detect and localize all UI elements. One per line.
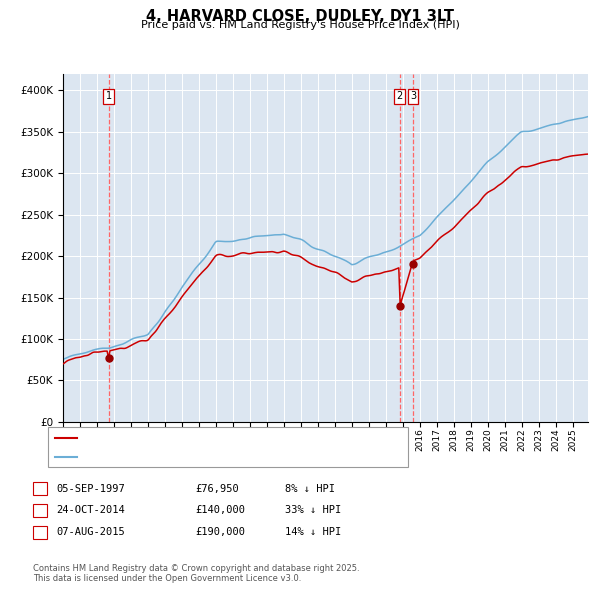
Text: 3: 3 xyxy=(37,527,43,537)
Text: £190,000: £190,000 xyxy=(195,527,245,537)
Text: HPI: Average price, detached house, Dudley: HPI: Average price, detached house, Dudl… xyxy=(83,453,298,462)
Text: 05-SEP-1997: 05-SEP-1997 xyxy=(56,484,125,493)
Text: 14% ↓ HPI: 14% ↓ HPI xyxy=(285,527,341,537)
Text: Contains HM Land Registry data © Crown copyright and database right 2025.
This d: Contains HM Land Registry data © Crown c… xyxy=(33,563,359,583)
Text: 1: 1 xyxy=(37,484,43,493)
Text: 8% ↓ HPI: 8% ↓ HPI xyxy=(285,484,335,493)
Text: £140,000: £140,000 xyxy=(195,506,245,515)
Text: 24-OCT-2014: 24-OCT-2014 xyxy=(56,506,125,515)
Text: 1: 1 xyxy=(106,91,112,101)
Text: 2: 2 xyxy=(37,506,43,515)
Text: £76,950: £76,950 xyxy=(195,484,239,493)
Text: 4, HARVARD CLOSE, DUDLEY, DY1 3LT (detached house): 4, HARVARD CLOSE, DUDLEY, DY1 3LT (detac… xyxy=(83,434,358,444)
Text: Price paid vs. HM Land Registry's House Price Index (HPI): Price paid vs. HM Land Registry's House … xyxy=(140,20,460,30)
Text: 07-AUG-2015: 07-AUG-2015 xyxy=(56,527,125,537)
Text: 4, HARVARD CLOSE, DUDLEY, DY1 3LT: 4, HARVARD CLOSE, DUDLEY, DY1 3LT xyxy=(146,9,454,24)
Text: 2: 2 xyxy=(397,91,403,101)
Text: 33% ↓ HPI: 33% ↓ HPI xyxy=(285,506,341,515)
Text: 3: 3 xyxy=(410,91,416,101)
